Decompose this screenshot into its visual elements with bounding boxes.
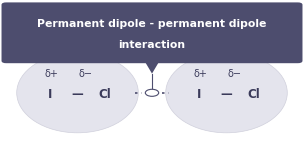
Text: interaction: interaction — [119, 40, 185, 50]
Ellipse shape — [166, 53, 287, 133]
Text: Permanent dipole - permanent dipole: Permanent dipole - permanent dipole — [37, 19, 267, 29]
Text: δ−: δ− — [78, 69, 92, 79]
Circle shape — [145, 89, 159, 96]
Text: δ−: δ− — [227, 69, 241, 79]
Text: I: I — [48, 88, 52, 101]
Text: Cl: Cl — [247, 88, 260, 101]
Text: —: — — [72, 88, 83, 101]
Text: I: I — [197, 88, 201, 101]
Text: —: — — [221, 88, 232, 101]
Text: δ+: δ+ — [194, 69, 208, 79]
FancyBboxPatch shape — [2, 2, 302, 63]
Polygon shape — [144, 61, 160, 74]
Text: Cl: Cl — [98, 88, 111, 101]
Ellipse shape — [17, 53, 138, 133]
Text: δ+: δ+ — [45, 69, 59, 79]
